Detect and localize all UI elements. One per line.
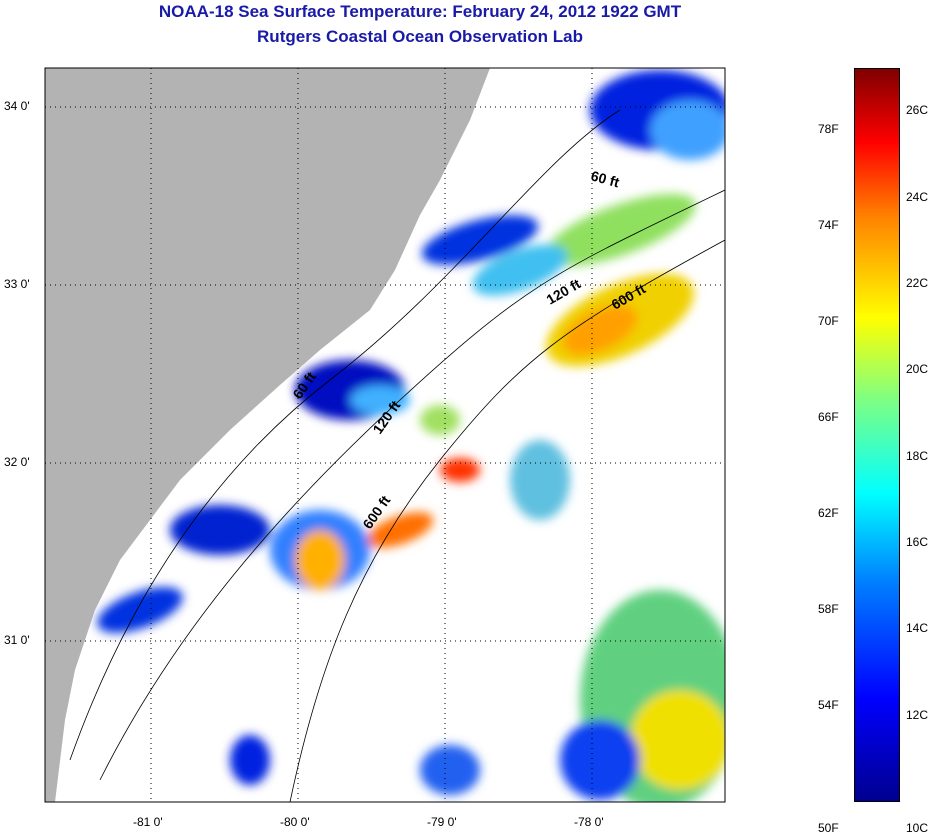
contour-120ft (99, 189, 725, 781)
lon-tick-label: -78 0' (574, 815, 604, 829)
colorbar-c-label: 20C (906, 362, 929, 377)
lat-tick-label: 31 0' (4, 633, 30, 647)
colorbar-f-label: 66F (818, 410, 839, 425)
lon-tick-label: -81 0' (133, 815, 163, 829)
lon-tick-label: -80 0' (280, 815, 310, 829)
lon-tick-label: -79 0' (427, 815, 457, 829)
colorbar-f-label: 74F (818, 218, 839, 233)
lat-tick-label: 32 0' (4, 455, 30, 469)
colorbar-f-label: 78F (818, 122, 839, 137)
colorbar-f-label: 58F (818, 602, 839, 617)
colorbar-f-label: 70F (818, 314, 839, 329)
colorbar-c-label: 22C (906, 275, 929, 290)
colorbar-c-label: 24C (906, 189, 929, 204)
colorbar-c-label: 16C (906, 534, 929, 549)
lat-tick-label: 33 0' (4, 277, 30, 291)
colorbar-c-label: 18C (906, 448, 929, 463)
colorbar-f-label: 54F (818, 698, 839, 713)
contour-600ft (289, 239, 725, 802)
map-frame (44, 67, 726, 803)
colorbar-f-label: 50F (818, 821, 839, 835)
contour-60ft (69, 109, 621, 761)
colorbar-c-label: 14C (906, 621, 929, 636)
colorbar-c-label: 12C (906, 707, 929, 722)
chart-subtitle: Rutgers Coastal Ocean Observation Lab (257, 27, 583, 46)
colorbar-c-label: 10C (906, 821, 929, 835)
lat-tick-label: 34 0' (4, 99, 30, 113)
contour-label: 60 ft (589, 167, 621, 190)
colorbar (854, 68, 900, 802)
colorbar-f-label: 62F (818, 506, 839, 521)
chart-title: NOAA-18 Sea Surface Temperature: Februar… (158, 2, 682, 21)
colorbar-c-label: 26C (906, 103, 929, 118)
land-mass (45, 68, 490, 802)
sst-patches (97, 70, 725, 802)
